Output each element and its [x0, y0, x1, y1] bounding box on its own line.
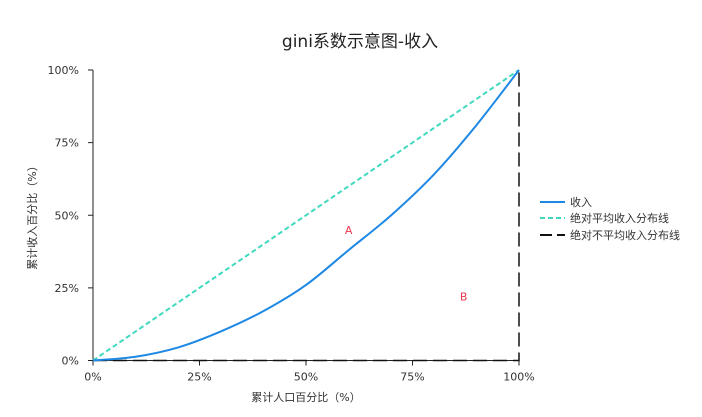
x-axis-label: 累计人口百分比（%）: [251, 391, 360, 404]
x-tick-label: 50%: [294, 371, 318, 384]
y-tick-label: 75%: [55, 137, 79, 150]
chart-title: gini系数示意图-收入: [282, 32, 438, 52]
legend: 收入 绝对平均收入分布线 绝对不平均收入分布线: [540, 195, 680, 242]
legend-label-inequality: 绝对不平均收入分布线: [570, 228, 680, 242]
legend-label-income: 收入: [570, 195, 592, 209]
x-tick-label: 75%: [400, 371, 424, 384]
annotations: A B: [345, 224, 468, 304]
y-axis-label: 累计收入百分比（%）: [25, 160, 39, 269]
annotation-a: A: [345, 224, 353, 237]
y-tick-label: 100%: [48, 64, 79, 77]
x-tick-label: 25%: [187, 371, 211, 384]
y-tick-label: 50%: [55, 209, 79, 222]
x-tick-label: 0%: [84, 371, 101, 384]
legend-label-equality: 绝对平均收入分布线: [570, 211, 669, 225]
x-tick-label: 100%: [503, 371, 534, 384]
series-group: [92, 69, 520, 362]
equality-line: [92, 69, 520, 362]
inequality-line: [93, 70, 520, 362]
axes: 0% 25% 50% 75% 100% 0% 25% 50% 75% 100%: [48, 64, 535, 384]
y-tick-label: 25%: [55, 282, 79, 295]
y-tick-label: 0%: [62, 355, 79, 368]
income-curve: [92, 69, 520, 362]
annotation-b: B: [460, 291, 468, 304]
